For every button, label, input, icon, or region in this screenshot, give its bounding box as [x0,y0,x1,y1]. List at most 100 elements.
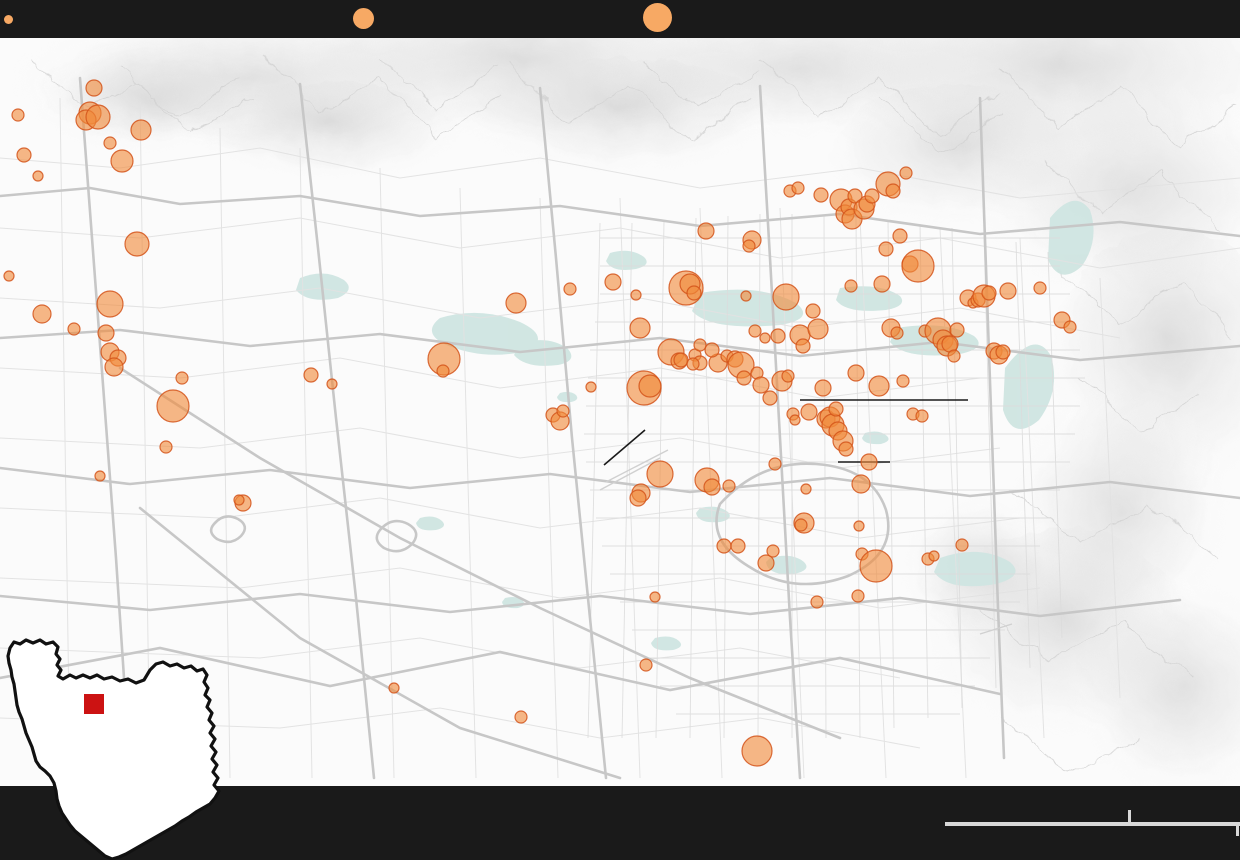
map-bubble[interactable] [630,289,642,301]
map-bubble[interactable] [686,357,700,371]
map-bubble[interactable] [847,364,865,382]
map-bubble[interactable] [159,440,173,454]
map-bubble[interactable] [130,119,152,141]
map-bubble[interactable] [915,409,929,423]
map-bubble[interactable] [646,460,674,488]
map-bubble[interactable] [901,249,935,283]
map-bubble[interactable] [813,187,829,203]
map-bubble[interactable] [885,183,901,199]
map-bubble[interactable] [772,283,800,311]
map-bubble[interactable] [860,453,878,471]
map-bubble[interactable] [97,324,115,342]
map-bubble[interactable] [896,374,910,388]
map-bubble[interactable] [741,735,773,767]
map-bubble[interactable] [742,239,756,253]
map-bubble[interactable] [748,324,762,338]
map-bubble[interactable] [807,318,829,340]
map-bubble[interactable] [110,149,134,173]
map-bubble[interactable] [847,188,863,204]
map-bubble[interactable] [828,401,844,417]
map-bubble[interactable] [800,483,812,495]
map-bubble[interactable] [563,282,577,296]
map-bubble[interactable] [94,470,106,482]
map-bubble[interactable] [303,367,319,383]
map-bubble[interactable] [873,275,891,293]
map-bubble[interactable] [703,478,721,496]
map-bubble[interactable] [794,518,808,532]
map-bubble[interactable] [639,658,653,672]
map-bubble[interactable] [32,170,44,182]
map-bubble[interactable] [85,104,111,130]
map-svg[interactable] [0,38,1240,786]
map-bubble[interactable] [638,374,662,398]
map-bubble[interactable] [388,682,400,694]
map-bubble[interactable] [686,285,702,301]
map-bubble[interactable] [505,292,527,314]
map-bubble[interactable] [770,328,786,344]
map-bubble[interactable] [981,285,997,301]
map-bubble[interactable] [864,188,880,204]
map-bubble[interactable] [853,520,865,532]
map-bubble[interactable] [104,357,124,377]
map-bubble[interactable] [955,538,969,552]
map-bubble[interactable] [800,403,818,421]
map-bubble[interactable] [629,317,651,339]
bubble-layer[interactable] [3,79,1077,767]
map-bubble[interactable] [868,375,890,397]
map-bubble[interactable] [890,326,904,340]
map-bubble[interactable] [752,376,770,394]
map-bubble[interactable] [810,595,824,609]
map-bubble[interactable] [999,282,1017,300]
map-bubble[interactable] [11,108,25,122]
map-bubble[interactable] [949,322,965,338]
map-bubble[interactable] [814,379,832,397]
map-bubble[interactable] [604,273,622,291]
map-bubble[interactable] [722,479,736,493]
map-bubble[interactable] [730,538,746,554]
map-canvas[interactable] [0,38,1240,786]
map-bubble[interactable] [899,166,913,180]
map-bubble[interactable] [629,489,647,507]
map-bubble[interactable] [795,338,811,354]
map-bubble[interactable] [16,147,32,163]
map-bubble[interactable] [704,342,720,358]
map-bubble[interactable] [762,390,778,406]
map-bubble[interactable] [878,241,894,257]
map-bubble[interactable] [736,370,752,386]
map-bubble[interactable] [716,538,732,554]
map-bubble[interactable] [326,378,338,390]
map-bubble[interactable] [766,544,780,558]
map-bubble[interactable] [768,457,782,471]
map-bubble[interactable] [859,549,893,583]
map-bubble[interactable] [789,414,801,426]
map-bubble[interactable] [947,349,961,363]
map-bubble[interactable] [156,389,190,423]
map-bubble[interactable] [791,181,805,195]
map-bubble[interactable] [103,136,117,150]
map-bubble[interactable] [556,404,570,418]
map-bubble[interactable] [32,304,52,324]
map-bubble[interactable] [175,371,189,385]
map-bubble[interactable] [844,279,858,293]
map-bubble[interactable] [892,228,908,244]
map-bubble[interactable] [851,474,871,494]
map-bubble[interactable] [67,322,81,336]
map-bubble[interactable] [781,369,795,383]
map-bubble[interactable] [838,441,854,457]
map-bubble[interactable] [805,303,821,319]
map-bubble[interactable] [233,494,245,506]
map-bubble[interactable] [757,554,775,572]
map-bubble[interactable] [1063,320,1077,334]
map-bubble[interactable] [995,344,1011,360]
map-bubble[interactable] [928,550,940,562]
map-bubble[interactable] [436,364,450,378]
map-bubble[interactable] [3,270,15,282]
map-bubble[interactable] [740,290,752,302]
map-bubble[interactable] [124,231,150,257]
map-bubble[interactable] [514,710,528,724]
map-bubble[interactable] [96,290,124,318]
map-bubble[interactable] [649,591,661,603]
map-bubble[interactable] [673,352,689,368]
map-bubble[interactable] [585,381,597,393]
map-bubble[interactable] [693,338,707,352]
